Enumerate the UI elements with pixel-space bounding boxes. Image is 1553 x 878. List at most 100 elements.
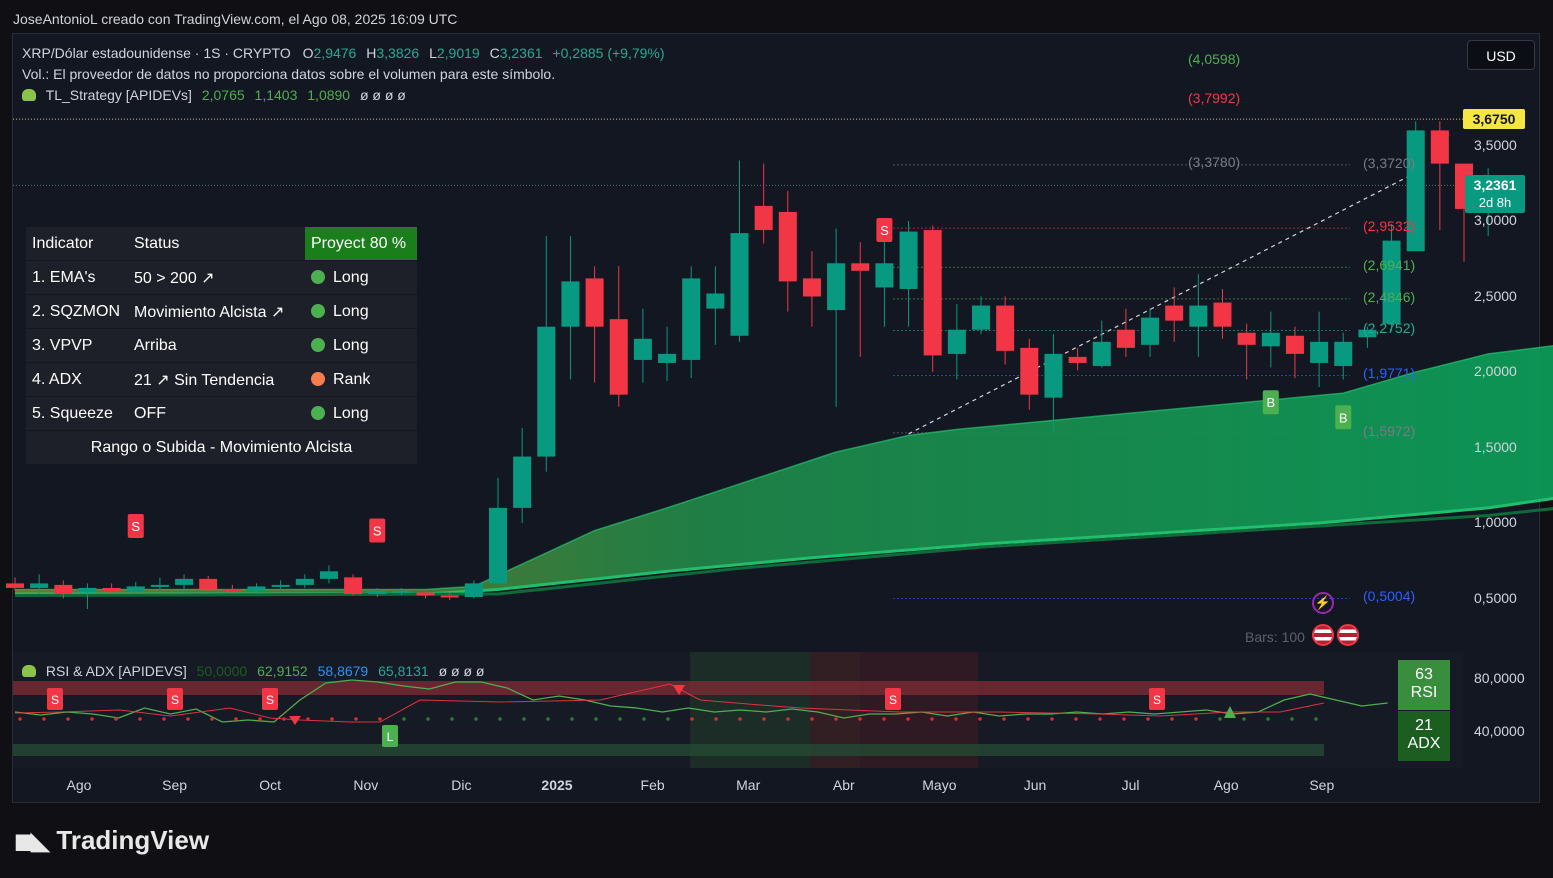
squeeze-dot (1098, 717, 1102, 721)
strategy-name: TL_Strategy [APIDEVs] (45, 87, 192, 103)
rsi-oversold-band (13, 744, 1324, 756)
squeeze-dot (1242, 717, 1246, 721)
currency-button[interactable]: USD (1467, 40, 1535, 70)
squeeze-dot (1122, 717, 1126, 721)
squeeze-dot (378, 717, 382, 721)
time-axis-label: Ago (1213, 777, 1239, 793)
time-axis-label: Abr (832, 777, 855, 793)
rsi-value-3: 58,8679 (317, 663, 369, 679)
candle-body (851, 263, 870, 271)
candle-body (537, 326, 556, 457)
status-dot-icon (311, 269, 325, 284)
squeeze-dot (42, 717, 46, 721)
rsi-sell-box (47, 688, 63, 710)
strategy-value-3: 1,0890 (307, 87, 351, 103)
squeeze-dot (834, 717, 838, 721)
buy-signal-label: B (1266, 395, 1275, 410)
sell-signal-box (876, 218, 893, 243)
tradingview-logo[interactable]: ◼◣ TradingView (14, 825, 209, 856)
level-label: (3,3780) (1188, 153, 1241, 170)
squeeze-dot (1074, 717, 1078, 721)
sell-signal-label: S (131, 519, 140, 534)
candle-body (1189, 305, 1208, 327)
time-axis-label: Mar (736, 777, 761, 793)
indicator-signal: Long (333, 336, 369, 354)
candle-body (1406, 130, 1425, 252)
indicator-name: 5. Squeeze (26, 396, 128, 431)
candlestick-series (6, 121, 1498, 610)
level-label: (2,6941) (1363, 257, 1416, 274)
strategy-empty-values: ø ø ø ø (359, 87, 406, 103)
rsi-legend[interactable]: RSI & ADX [APIDEVS] 50,0000 62,9152 58,8… (22, 663, 485, 679)
close-value: 3,2361 (499, 45, 543, 61)
time-axis-label: Jun (1023, 777, 1047, 793)
indicator-status: OFF (128, 396, 305, 431)
high-value: 3,3826 (376, 45, 420, 61)
level-label: (2,9532) (1363, 218, 1416, 235)
level-label: (3,7992) (1188, 90, 1241, 107)
frog-icon (22, 665, 36, 677)
squeeze-dot (330, 717, 334, 721)
adx-badge: 21 ADX (1398, 711, 1450, 761)
squeeze-dot (786, 717, 790, 721)
candle-body (1141, 317, 1160, 345)
price-axis-label: 1,0000 (1474, 514, 1517, 530)
table-row: 2. SQZMON Movimiento Alcista ↗ Long (26, 294, 417, 329)
squeeze-dot (714, 717, 718, 721)
buy-signal-box (1335, 405, 1352, 430)
rsi-sell-box (167, 688, 183, 710)
rsi-sell-label: S (1153, 693, 1161, 707)
logo-text: TradingView (56, 825, 210, 855)
candle-body (1310, 341, 1329, 363)
rsi-sell-box (885, 688, 901, 710)
squeeze-dot (138, 717, 142, 721)
candle-body (489, 507, 507, 584)
candle-body (440, 595, 459, 598)
candle-body (754, 205, 773, 231)
ema-200-line (14, 507, 1553, 597)
symbol-name: XRP/Dólar estadounidense · 1S · CRYPTO (22, 45, 291, 61)
price-axis-label: 0,5000 (1474, 589, 1517, 606)
squeeze-dot (306, 717, 310, 721)
current-price-value: 3,2361 (1473, 177, 1517, 193)
us-flag-icon[interactable] (1337, 624, 1359, 646)
high-label: H (366, 45, 377, 61)
table-row: 1. EMA's 50 > 200 ↗ Long (26, 260, 417, 295)
lightning-icon[interactable]: ⚡ (1312, 592, 1334, 614)
squeeze-dot (594, 717, 598, 721)
symbol-legend[interactable]: XRP/Dólar estadounidense · 1S · CRYPTO O… (22, 45, 665, 61)
indicator-signal: Rank (333, 370, 371, 388)
squeeze-dot (954, 717, 958, 721)
candle-body (996, 305, 1015, 351)
indicator-signal-cell: Rank (305, 362, 417, 397)
candle-body (1285, 335, 1304, 354)
squeeze-dot (18, 717, 22, 721)
squeeze-dot (690, 717, 694, 721)
rsi-badge: 63 RSI (1398, 660, 1450, 710)
rsi-long-box (382, 725, 398, 747)
squeeze-dot (546, 717, 550, 721)
squeeze-dot (66, 717, 70, 721)
price-axis-label: 3,5000 (1474, 136, 1517, 153)
chart-attribution: JoseAntonioL creado con TradingView.com,… (13, 11, 458, 27)
candle-body (1334, 341, 1353, 366)
squeeze-dot (210, 717, 214, 721)
candle-body (585, 278, 604, 327)
strategy-legend[interactable]: TL_Strategy [APIDEVs] 2,0765 1,1403 1,08… (22, 87, 406, 103)
low-value: 2,9019 (436, 45, 480, 61)
indicator-name: 1. EMA's (26, 260, 128, 295)
us-flag-icon[interactable] (1312, 624, 1334, 646)
candle-body (295, 578, 314, 585)
candle-body (706, 293, 725, 309)
candle-body (802, 278, 821, 297)
squeeze-dot (258, 717, 262, 721)
indicator-name: 3. VPVP (26, 328, 128, 363)
rsi-empty-values: ø ø ø ø (438, 663, 485, 679)
time-axis-label: Feb (640, 777, 665, 793)
volume-note: Vol.: El proveedor de datos no proporcio… (22, 66, 556, 82)
squeeze-dot (642, 717, 646, 721)
rsi-down-triangle (289, 716, 301, 725)
squeeze-dot (618, 717, 622, 721)
candle-body (1068, 356, 1087, 363)
